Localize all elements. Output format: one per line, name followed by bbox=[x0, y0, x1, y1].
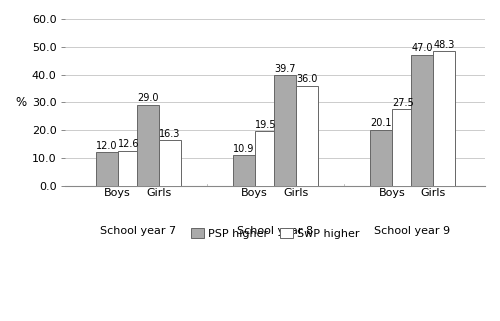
Bar bbox=[392, 109, 413, 186]
Bar bbox=[433, 51, 455, 186]
Text: 47.0: 47.0 bbox=[411, 43, 432, 53]
Text: 36.0: 36.0 bbox=[296, 74, 318, 84]
Bar bbox=[254, 131, 276, 186]
Text: School year 7: School year 7 bbox=[100, 226, 176, 236]
Bar bbox=[158, 140, 180, 186]
Text: 27.5: 27.5 bbox=[392, 98, 413, 108]
Bar bbox=[136, 105, 158, 186]
Text: 39.7: 39.7 bbox=[274, 64, 295, 74]
Text: 10.9: 10.9 bbox=[233, 143, 254, 154]
Text: 12.6: 12.6 bbox=[118, 139, 140, 149]
Bar bbox=[274, 75, 296, 186]
Bar bbox=[232, 155, 254, 186]
Bar bbox=[411, 55, 433, 186]
Text: School year 8: School year 8 bbox=[237, 226, 314, 236]
Text: 20.1: 20.1 bbox=[370, 118, 392, 128]
Text: School year 9: School year 9 bbox=[374, 226, 450, 236]
Text: 16.3: 16.3 bbox=[159, 129, 180, 139]
Bar bbox=[370, 130, 392, 186]
Text: 12.0: 12.0 bbox=[96, 141, 118, 151]
Text: 19.5: 19.5 bbox=[255, 120, 276, 130]
Legend: PSP higher, SwP higher: PSP higher, SwP higher bbox=[186, 224, 364, 243]
Text: 29.0: 29.0 bbox=[137, 93, 158, 103]
Text: 48.3: 48.3 bbox=[433, 40, 454, 50]
Y-axis label: %: % bbox=[15, 96, 26, 109]
Bar bbox=[96, 152, 118, 186]
Bar bbox=[296, 86, 318, 186]
Bar bbox=[118, 151, 140, 186]
